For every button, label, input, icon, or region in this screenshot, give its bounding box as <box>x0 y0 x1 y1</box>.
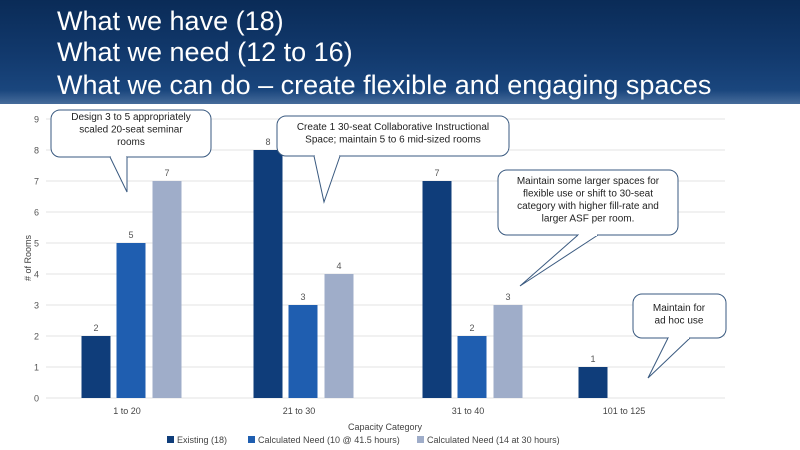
y-tick-label: 4 <box>34 270 39 280</box>
y-tick-label: 5 <box>34 239 39 249</box>
y-tick-label: 1 <box>34 363 39 373</box>
bar <box>152 181 182 398</box>
legend-label: Existing (18) <box>177 435 227 445</box>
data-label: 1 <box>590 354 595 364</box>
bar <box>493 305 523 398</box>
data-label: 2 <box>469 323 474 333</box>
data-label: 5 <box>128 230 133 240</box>
data-label: 3 <box>505 292 510 302</box>
y-tick-label: 8 <box>34 146 39 156</box>
legend-swatch <box>248 436 255 443</box>
data-label: 2 <box>93 323 98 333</box>
slide-title-line-1: What we have (18) <box>57 6 284 36</box>
y-tick-label: 0 <box>34 394 39 404</box>
bar <box>253 150 283 398</box>
legend-label: Calculated Need (14 at 30 hours) <box>427 435 560 445</box>
callout-text-line: Maintain for <box>653 303 706 314</box>
legend-label: Calculated Need (10 @ 41.5 hours) <box>258 435 400 445</box>
callout-box <box>276 115 510 157</box>
slide-title-line-2: What we need (12 to 16) <box>57 37 353 67</box>
x-tick-label: 101 to 125 <box>603 406 646 416</box>
bar <box>422 181 452 398</box>
bar <box>324 274 354 398</box>
y-tick-label: 3 <box>34 301 39 311</box>
callout-pointer <box>313 155 341 204</box>
callout-pointer <box>647 337 691 379</box>
bar <box>81 336 111 398</box>
y-axis-title: # of Rooms <box>23 234 33 281</box>
x-tick-label: 1 to 20 <box>113 406 141 416</box>
y-tick-label: 6 <box>34 208 39 218</box>
x-tick-label: 31 to 40 <box>452 406 485 416</box>
callout-text-line: ad hoc use <box>655 316 704 327</box>
x-tick-label: 21 to 30 <box>283 406 316 416</box>
callout-pointer <box>519 234 599 287</box>
callout-pointer <box>109 156 128 193</box>
rooms-bar-chart: 0 1 2 3 4 5 6 7 8 9 # of Rooms 2 8 7 1 5 3 2 7 4 3 1 to 20 21 … <box>23 109 727 445</box>
callout-box <box>50 109 212 158</box>
bar <box>288 305 318 398</box>
data-label: 3 <box>300 292 305 302</box>
callout-text-line: category with higher fill-rate and <box>517 201 659 212</box>
y-tick-label: 2 <box>34 332 39 342</box>
data-label: 7 <box>164 168 169 178</box>
legend-swatch <box>417 436 424 443</box>
data-label: 4 <box>336 261 341 271</box>
bar <box>578 367 608 398</box>
callout-text-line: Maintain some larger spaces for <box>517 176 660 187</box>
callout-text-line: rooms <box>117 137 145 148</box>
callout-text-line: Design 3 to 5 appropriately <box>71 112 191 123</box>
data-label: 8 <box>265 137 270 147</box>
y-tick-label: 9 <box>34 115 39 125</box>
x-axis-title: Capacity Category <box>348 422 423 432</box>
slide-title-line-3: What we can do – create flexible and eng… <box>57 70 712 100</box>
callout-text-line: Space; maintain 5 to 6 mid-sized rooms <box>305 135 481 146</box>
callout-text-line: larger ASF per room. <box>542 214 635 225</box>
bar <box>116 243 146 398</box>
data-label: 7 <box>434 168 439 178</box>
callout-text-line: Create 1 30-seat Collaborative Instructi… <box>297 122 489 133</box>
legend-swatch <box>167 436 174 443</box>
callout-text-line: flexible use or shift to 30-seat <box>523 189 653 200</box>
y-tick-label: 7 <box>34 177 39 187</box>
slide-header: What we have (18) What we need (12 to 16… <box>0 0 800 104</box>
callout-text-line: scaled 20-seat seminar <box>79 125 183 136</box>
bar <box>457 336 487 398</box>
